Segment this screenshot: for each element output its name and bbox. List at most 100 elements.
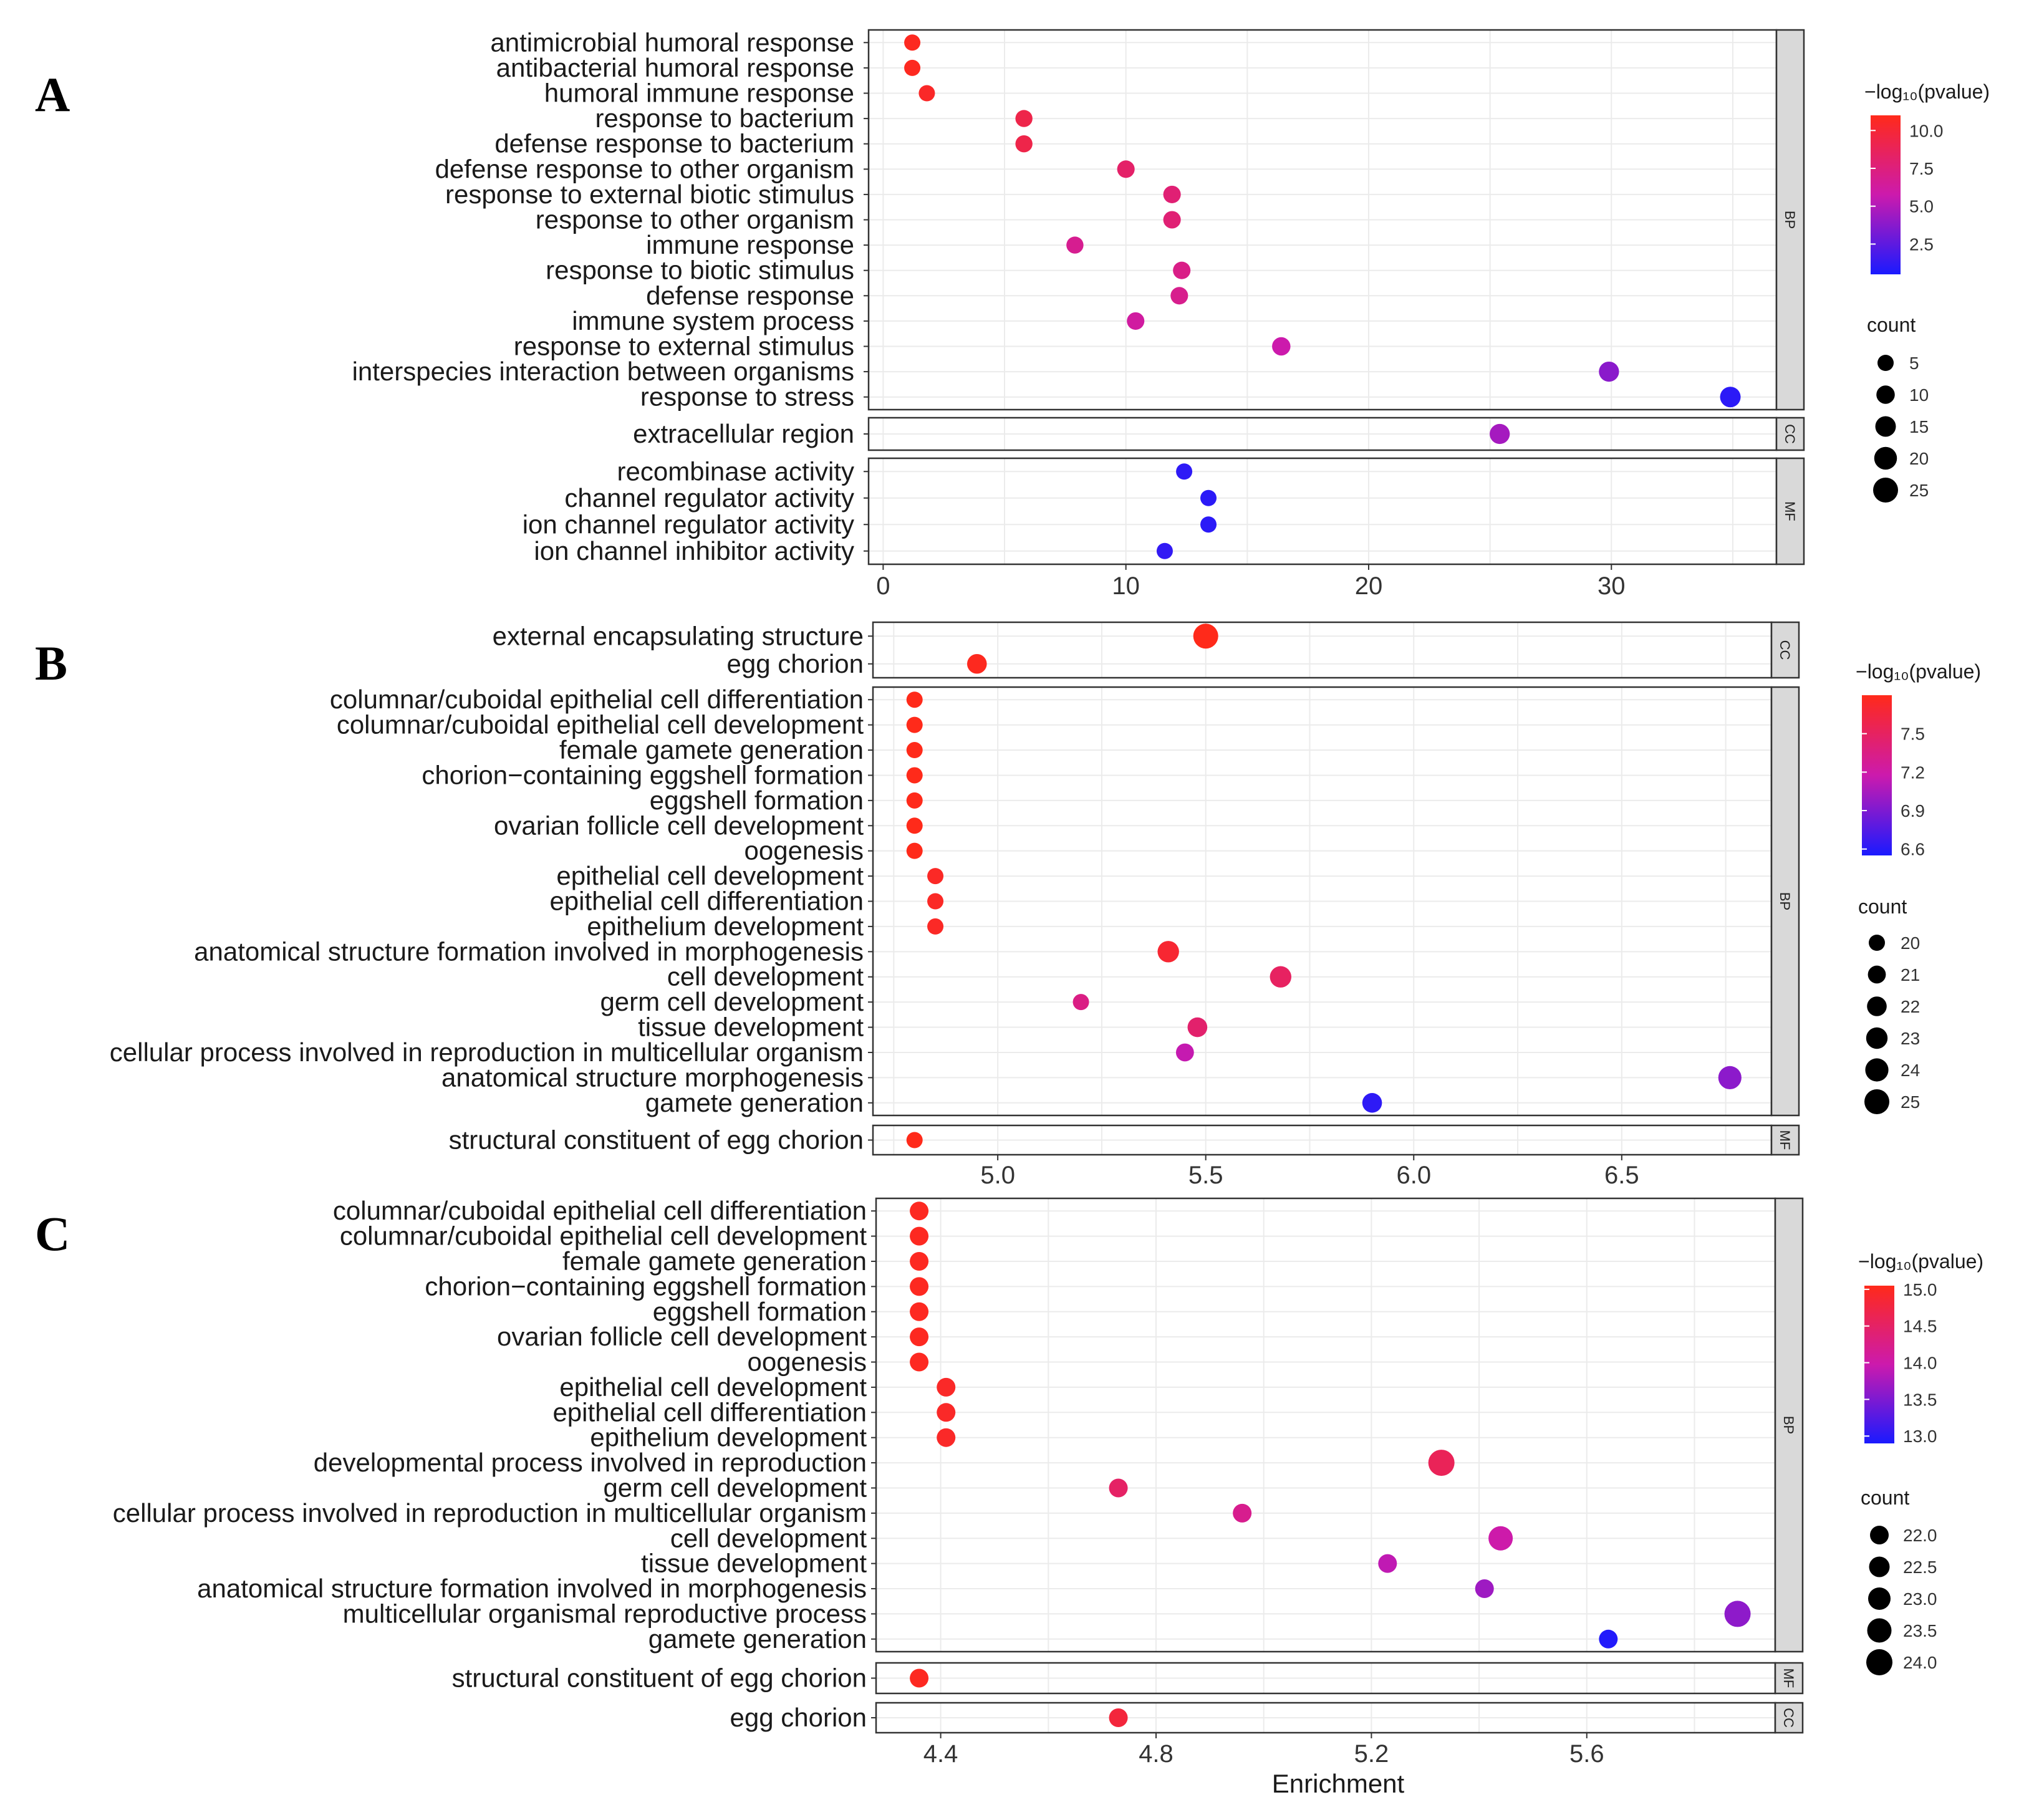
dot-ion-channel-inhibitor-activity [1156,542,1173,559]
dot-columnar-cuboidal-epithelial-cell-development [906,716,923,733]
term-label-multicellular-organismal-reproductive-process: multicellular organismal reproductive pr… [343,1599,867,1628]
x-tick-label: 6.5 [1604,1162,1639,1189]
term-label-gamete-generation: gamete generation [648,1624,867,1654]
panel-b-count-legend: count 20 21 22 23 24 25 [1858,895,1920,1114]
dot-ovarian-follicle-cell-development [906,817,923,834]
dot-antibacterial-humoral-response [904,59,921,76]
panel-b-color-legend: −log₁₀(pvalue) 7.5 7.2 6.9 6.6 [1856,660,1981,859]
panel-a-x-axis: 0 10 20 30 [876,564,1626,600]
panel-letter-c: C [35,1206,70,1261]
facet-strip-cc [1774,1702,1804,1734]
panel-c-facet-cc: egg chorion CC [730,1702,1804,1734]
color-legend-tick-label: 6.6 [1901,840,1925,859]
term-label-epithelium-development: epithelium development [590,1423,867,1452]
facet-strip-label: MF [1777,1130,1793,1150]
dot-anatomical-structure-morphogenesis [1718,1066,1742,1089]
term-label-recombinase-activity: recombinase activity [617,456,854,486]
count-legend-dot [1875,416,1896,437]
term-label-response-to-other-organism: response to other organism [536,205,854,234]
count-legend-dot [1873,478,1898,503]
panel-a-count-legend: count 5 10 15 20 25 [1867,314,1929,503]
dot-channel-regulator-activity [1200,489,1217,506]
dot-columnar-cuboidal-epithelial-cell-development [910,1226,929,1246]
term-label-eggshell-formation: eggshell formation [653,1297,867,1326]
panel-a-dotplot: antimicrobial humoral responseantibacter… [352,27,1990,600]
term-label-tissue-development: tissue development [641,1549,867,1578]
term-label-chorion-containing-eggshell-formation: chorion−containing eggshell formation [425,1271,867,1301]
term-label-response-to-biotic-stimulus: response to biotic stimulus [546,256,854,285]
dot-response-to-other-organism [1163,211,1181,229]
count-legend-dot [1874,446,1897,470]
facet-background [869,458,1776,564]
color-legend-tick-label: 6.9 [1901,801,1925,821]
count-legend-dot [1868,1587,1891,1610]
term-label-structural-constituent-of-egg-chorion: structural constituent of egg chorion [452,1664,867,1693]
count-legend-label: 20 [1901,933,1920,953]
facet-strip-label: CC [1781,1708,1796,1728]
term-label-defense-response: defense response [646,281,854,310]
dot-germ-cell-development [1072,994,1089,1011]
x-tick-label: 6.0 [1396,1162,1431,1189]
count-legend-label: 21 [1901,965,1920,985]
color-legend-tick-label: 13.5 [1903,1390,1937,1409]
count-legend-dot [1864,1089,1889,1114]
count-legend-dot [1867,1618,1892,1643]
x-tick-label: 4.4 [923,1740,958,1768]
count-legend-label: 5 [1909,354,1919,373]
term-label-anatomical-structure-formation-involved-in-morphogenesis: anatomical structure formation involved … [197,1574,867,1603]
dot-interspecies-interaction-between-organisms [1599,361,1619,382]
dot-cell-development [1488,1526,1513,1551]
dot-anatomical-structure-formation-involved-in-morphogenesis [1157,941,1179,963]
dot-epithelial-cell-development [937,1377,956,1397]
color-legend-tick-label: 5.0 [1909,197,1934,216]
dot-ion-channel-regulator-activity [1200,516,1217,533]
dot-immune-response [1066,236,1084,254]
facet-strip-label: MF [1782,501,1798,521]
count-legend-title: count [1867,314,1916,336]
term-label-response-to-stress: response to stress [640,382,854,412]
dot-response-to-bacterium [1015,110,1033,127]
term-label-epithelial-cell-development: epithelial cell development [556,861,864,890]
facet-strip-label: MF [1781,1668,1796,1688]
dot-structural-constituent-of-egg-chorion [910,1668,929,1688]
color-bar [1864,1286,1894,1443]
dot-gamete-generation [1599,1629,1618,1649]
term-label-response-to-external-stimulus: response to external stimulus [514,332,854,361]
x-axis-label: Enrichment [1272,1769,1405,1798]
x-tick-label: 5.0 [980,1162,1015,1189]
count-legend-label: 25 [1909,481,1929,500]
term-label-columnar-cuboidal-epithelial-cell-differentiation: columnar/cuboidal epithelial cell differ… [330,685,864,714]
dot-tissue-development [1378,1554,1397,1573]
term-label-response-to-external-biotic-stimulus: response to external biotic stimulus [445,180,854,209]
term-label-female-gamete-generation: female gamete generation [559,735,864,764]
panel-b-facet-mf: structural constituent of egg chorion MF [449,1124,1800,1156]
term-label-interspecies-interaction-between-organisms: interspecies interaction between organis… [352,357,854,386]
facet-strip-bp [1770,686,1800,1117]
facet-strip-cc [1770,621,1800,679]
term-label-cellular-process-involved-in-reproduction-in-multicellular-organism: cellular process involved in reproductio… [110,1038,864,1067]
x-tick-label: 5.2 [1354,1740,1389,1768]
dot-egg-chorion [966,653,987,674]
term-label-ion-channel-regulator-activity: ion channel regulator activity [523,509,854,539]
facet-strip-cc [1775,416,1805,451]
count-legend-label: 23.5 [1903,1621,1937,1640]
color-legend-tick-label: 7.5 [1909,159,1934,178]
term-label-ovarian-follicle-cell-development: ovarian follicle cell development [494,811,864,840]
dot-recombinase-activity [1176,463,1193,480]
count-legend-label: 23 [1901,1029,1920,1048]
count-legend-label: 23.0 [1903,1589,1937,1609]
color-legend-title: −log₁₀(pvalue) [1864,80,1990,103]
color-legend-tick-label: 13.0 [1903,1427,1937,1446]
count-legend-label: 22.0 [1903,1526,1937,1545]
dot-female-gamete-generation [906,742,923,759]
term-label-egg-chorion: egg chorion [727,649,864,678]
term-label-ion-channel-inhibitor-activity: ion channel inhibitor activity [534,536,854,566]
count-legend-title: count [1858,895,1907,918]
count-legend-label: 22 [1901,997,1920,1016]
color-bar [1862,695,1892,855]
color-legend-tick-label: 7.2 [1901,763,1925,782]
term-label-humoral-immune-response: humoral immune response [544,79,854,108]
count-legend-dot [1867,996,1887,1016]
x-tick-label: 5.5 [1188,1162,1223,1189]
